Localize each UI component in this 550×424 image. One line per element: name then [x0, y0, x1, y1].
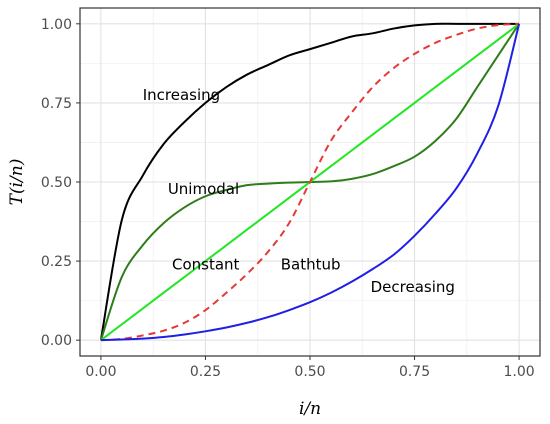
y-tick-label: 0.00	[41, 333, 72, 349]
series-line-decreasing	[100, 23, 521, 342]
series-line-bathtub	[100, 22, 520, 342]
series-group	[99, 22, 521, 342]
y-tick-label: 0.25	[41, 254, 72, 270]
y-tick-label: 0.75	[41, 96, 72, 112]
x-tick-label: 1.00	[504, 364, 535, 380]
x-tick-label: 0.00	[85, 364, 116, 380]
curve-label-increasing: Increasing	[143, 86, 220, 104]
curve-label-bathtub: Bathtub	[281, 255, 341, 273]
x-tick-label: 0.75	[399, 364, 430, 380]
x-tick-label: 0.50	[294, 364, 325, 380]
curve-label-constant: Constant	[172, 255, 240, 273]
series-line-increasing	[99, 22, 520, 341]
curve-label-decreasing: Decreasing	[371, 278, 455, 296]
ticks: 0.00 0.25 0.50 0.75 1.00 0.00 0.25 0.50 0.75 1.00	[41, 17, 535, 380]
y-axis-title: T(i/n)	[7, 159, 27, 206]
y-tick-label: 1.00	[41, 17, 72, 33]
y-tick-label: 0.50	[41, 175, 72, 191]
x-axis-title: i/n	[299, 399, 321, 419]
annotations: Increasing Unimodal Constant Bathtub Decreas…	[143, 86, 455, 296]
curve-label-unimodal: Unimodal	[168, 180, 239, 198]
x-tick-label: 0.25	[190, 364, 221, 380]
